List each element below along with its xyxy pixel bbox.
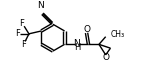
Text: N: N xyxy=(37,1,43,10)
Text: F: F xyxy=(15,29,20,38)
Text: F: F xyxy=(21,40,26,49)
Text: F: F xyxy=(19,19,24,28)
Text: N: N xyxy=(74,39,80,48)
Text: CH₃: CH₃ xyxy=(110,30,125,39)
Text: O: O xyxy=(83,25,90,34)
Text: H: H xyxy=(74,43,80,52)
Text: O: O xyxy=(102,53,109,62)
